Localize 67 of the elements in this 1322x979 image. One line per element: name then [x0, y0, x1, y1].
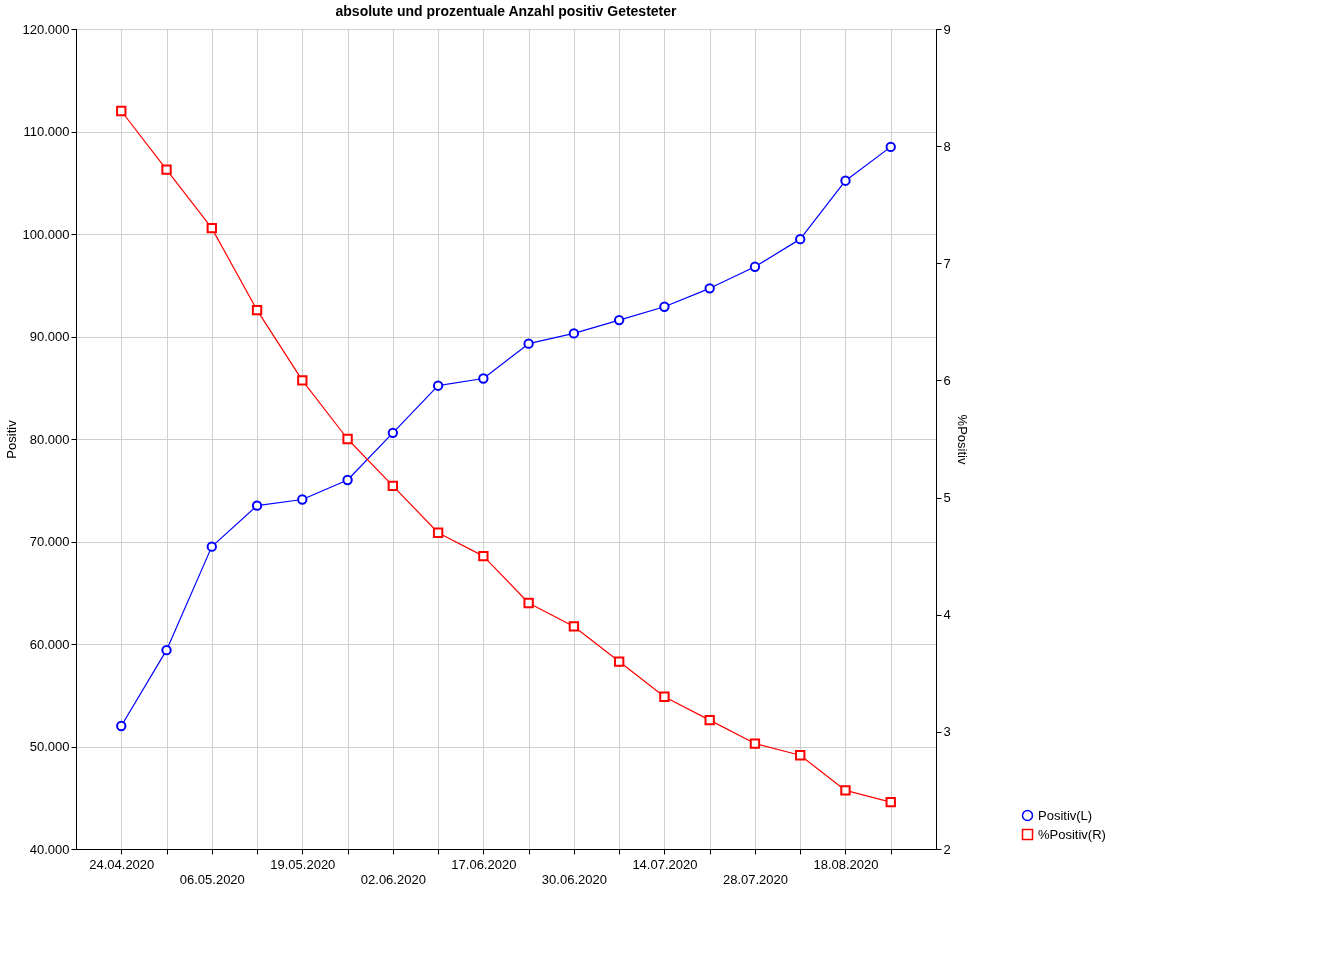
point: [704, 714, 715, 726]
y-tick-label: 50.000: [29, 739, 70, 754]
x-tick-label: 28.07.2020: [722, 871, 788, 887]
point: [568, 621, 580, 632]
point: [297, 375, 308, 386]
point: [342, 474, 353, 486]
y-tick-label: 80.000: [29, 431, 70, 447]
point: [523, 597, 534, 609]
point: [387, 427, 399, 439]
point: [795, 750, 806, 761]
y-tick-label: 90.000: [29, 329, 70, 344]
y2-tick-label: 4: [943, 607, 951, 623]
x-tick-label: 06.05.2020: [179, 871, 245, 887]
y2-tick-label: 8: [943, 138, 951, 154]
point: [116, 720, 127, 732]
x-tick-label: 02.06.2020: [360, 871, 426, 887]
y2-tick-label: 6: [943, 372, 951, 388]
point: [795, 233, 806, 245]
point: [297, 494, 308, 505]
point: [251, 500, 263, 511]
y2-tick-label: 5: [943, 490, 951, 506]
point: [387, 480, 399, 492]
point: [840, 785, 851, 796]
point: [161, 164, 172, 175]
y-tick-label: 60.000: [29, 636, 70, 652]
y-tick-label: 40.000: [29, 841, 70, 857]
point: [161, 644, 172, 656]
y-tick-label: 70.000: [29, 534, 70, 549]
legend-label: Positiv(L): [1038, 807, 1093, 823]
point: [704, 283, 715, 294]
point: [885, 141, 896, 153]
x-tick-label: 19.05.2020: [270, 856, 336, 872]
x-tick-label: 14.07.2020: [632, 856, 698, 872]
point: [206, 222, 217, 234]
y2-tick-label: 3: [943, 724, 951, 740]
point: [613, 314, 625, 326]
point: [659, 301, 670, 312]
point: [885, 796, 896, 808]
point: [749, 261, 761, 272]
chart-title: absolute und prozentuale Anzahl positiv Getesteter: [335, 3, 678, 19]
point: [206, 541, 217, 552]
point: [613, 656, 625, 667]
point: [251, 304, 263, 316]
point: [840, 175, 851, 186]
y-tick-label: 110.000: [23, 124, 70, 139]
point: [478, 550, 489, 562]
y-tick-label: 120.000: [22, 21, 70, 37]
y-axis-title: Positiv: [3, 419, 19, 459]
point: [523, 338, 534, 349]
x-tick-label: 24.04.2020: [89, 856, 155, 872]
point: [659, 691, 670, 702]
point: [749, 738, 761, 749]
y2-axis-title: %Positiv: [954, 414, 970, 465]
point: [568, 328, 580, 339]
x-tick-label: 17.06.2020: [451, 856, 517, 872]
point: [432, 527, 444, 538]
y2-tick-label: 7: [943, 255, 951, 271]
legend-label: %Positiv(R): [1038, 826, 1106, 842]
point: [342, 433, 353, 445]
y2-tick-label: 2: [943, 841, 951, 857]
x-tick-label: 18.08.2020: [813, 856, 879, 872]
point: [432, 380, 444, 391]
point: [478, 373, 489, 384]
y2-tick-label: 9: [943, 21, 951, 37]
point: [116, 105, 127, 117]
x-tick-label: 30.06.2020: [541, 871, 607, 887]
y-tick-label: 100.000: [22, 226, 70, 242]
